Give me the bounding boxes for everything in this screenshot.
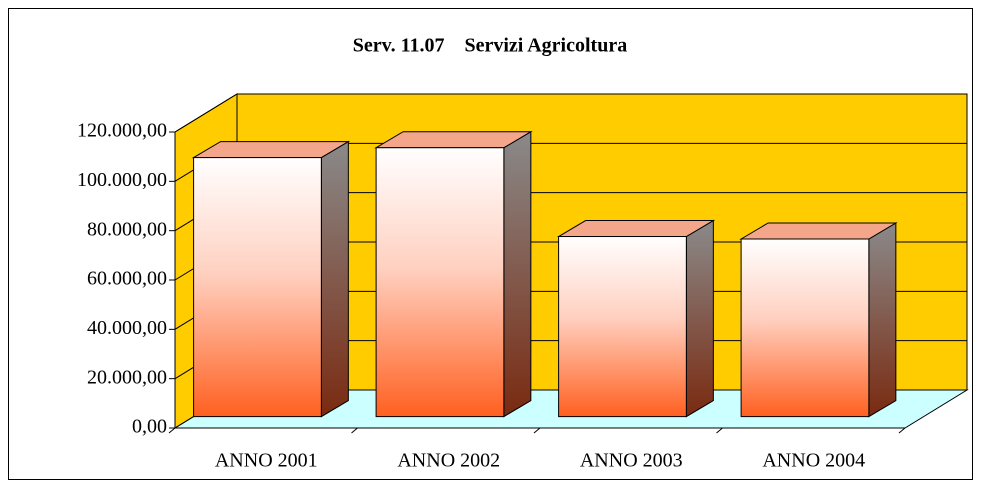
grid-line	[174, 93, 967, 133]
chart-title: Serv. 11.07 Servizi Agricoltura	[353, 35, 627, 57]
y-tick-label: 120.000,00	[77, 120, 167, 142]
bar-side	[868, 222, 897, 418]
x-tick	[351, 427, 358, 434]
bar-top	[556, 220, 716, 238]
bar	[375, 147, 505, 418]
x-tick	[898, 427, 906, 434]
x-tick	[168, 427, 176, 434]
bar	[740, 238, 870, 418]
x-tick-label: ANNO 2001	[215, 450, 318, 472]
bar	[558, 236, 687, 418]
x-tick	[533, 427, 541, 434]
bar	[193, 157, 322, 418]
y-tick-label: 60.000,00	[87, 268, 167, 290]
bar-side	[320, 140, 349, 418]
x-tick-label: ANNO 2002	[397, 450, 500, 472]
x-tick-label: ANNO 2003	[580, 450, 683, 472]
y-tick-label: 80.000,00	[87, 218, 167, 240]
y-tick-label: 20.000,00	[87, 366, 167, 388]
x-tick-label: ANNO 2004	[762, 450, 865, 472]
bar-top	[374, 131, 533, 149]
bar-side	[503, 130, 532, 418]
y-tick-label: 0,00	[132, 416, 167, 438]
x-tick	[716, 427, 723, 434]
y-tick-label: 40.000,00	[87, 317, 167, 339]
bar-side	[685, 219, 714, 418]
y-tick-label: 100.000,00	[77, 169, 167, 191]
bar-top	[191, 141, 351, 159]
bar-top	[739, 222, 898, 240]
